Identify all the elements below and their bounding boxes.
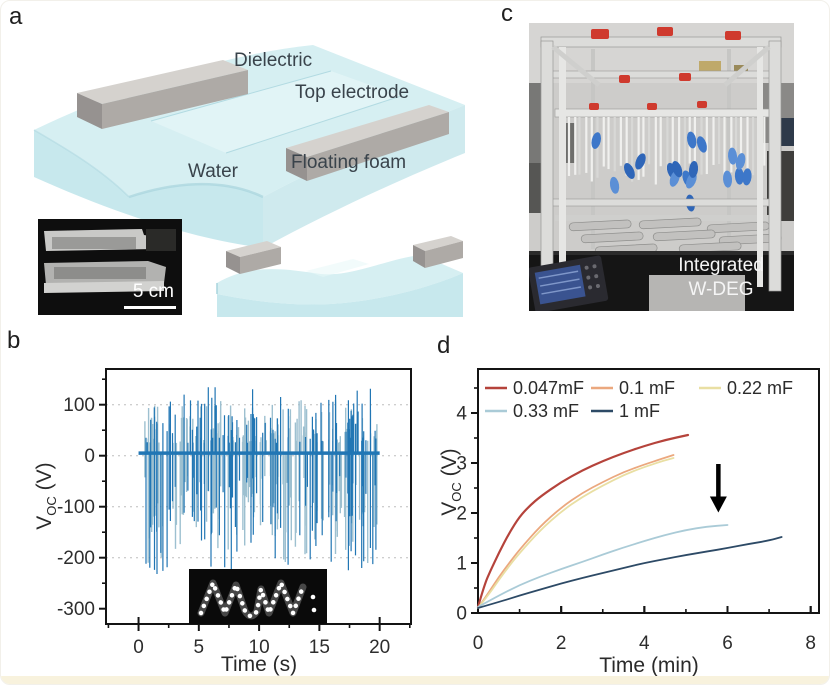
svg-text:10: 10 <box>249 637 270 658</box>
label-water: Water <box>188 161 238 182</box>
photo-caption-line1: Integrated <box>678 255 764 276</box>
panel-a-letter: a <box>9 3 23 30</box>
svg-text:15: 15 <box>309 637 330 658</box>
panel-b-letter: b <box>7 327 21 354</box>
svg-text:-300: -300 <box>57 599 95 620</box>
label-top-electrode: Top electrode <box>295 82 410 103</box>
photo-caption-line2: W-DEG <box>688 279 754 300</box>
svg-text:0: 0 <box>84 446 95 467</box>
svg-text:3: 3 <box>456 454 467 475</box>
svg-text:100: 100 <box>63 395 95 416</box>
svg-text:20: 20 <box>369 637 390 658</box>
svg-text:0.33 mF: 0.33 mF <box>513 401 579 421</box>
svg-text:2: 2 <box>556 633 567 654</box>
voc-time-spike-chart: 0 5 10 15 20 100 0 -100 -200 -300 <box>57 368 412 658</box>
scale-bar-text: 5 cm <box>132 281 174 302</box>
svg-text:-100: -100 <box>57 497 95 518</box>
svg-text:1: 1 <box>456 554 467 575</box>
foam-electrode-photo-inset: 5 cm <box>38 219 182 315</box>
chart-d-xlabel: Time (min) <box>599 654 699 677</box>
figure-bottom-strip <box>1 676 829 684</box>
chart-b-xlabel: Time (s) <box>220 653 298 676</box>
label-dielectric: Dielectric <box>234 50 313 71</box>
svg-text:6: 6 <box>722 633 733 654</box>
svg-text:0.1 mF: 0.1 mF <box>619 378 675 398</box>
scale-bar <box>124 306 176 309</box>
voc-capacitor-charging-chart: 0 2 4 6 8 0 1 2 3 4 0.047mF 0.1 mF 0.22 mF 0.33 mF 1 m… <box>456 368 820 654</box>
foam-photo-art <box>38 219 182 315</box>
svg-text:5: 5 <box>194 637 205 658</box>
integrated-wdeg-photo <box>529 23 794 311</box>
svg-text:2: 2 <box>456 504 467 525</box>
panel-c-letter: c <box>501 0 513 27</box>
svg-text:0: 0 <box>133 637 144 658</box>
svg-text:0.22 mF: 0.22 mF <box>727 378 793 398</box>
svg-text:0: 0 <box>456 604 467 625</box>
svg-text:4: 4 <box>639 633 650 654</box>
svg-text:0: 0 <box>473 633 484 654</box>
svg-text:8: 8 <box>805 633 816 654</box>
svg-text:4: 4 <box>456 404 467 425</box>
chart-b-ylabel: VOC (V) <box>32 462 60 530</box>
schematic-wave-deg-illustration <box>33 45 465 317</box>
chart-d-ylabel: VOC (V) <box>437 448 465 516</box>
svg-text:-200: -200 <box>57 548 95 569</box>
label-floating-foam: Floating foam <box>291 152 407 173</box>
svg-text:1 mF: 1 mF <box>619 401 660 421</box>
panel-d-letter: d <box>437 332 451 359</box>
svg-text:0.047mF: 0.047mF <box>513 378 584 398</box>
